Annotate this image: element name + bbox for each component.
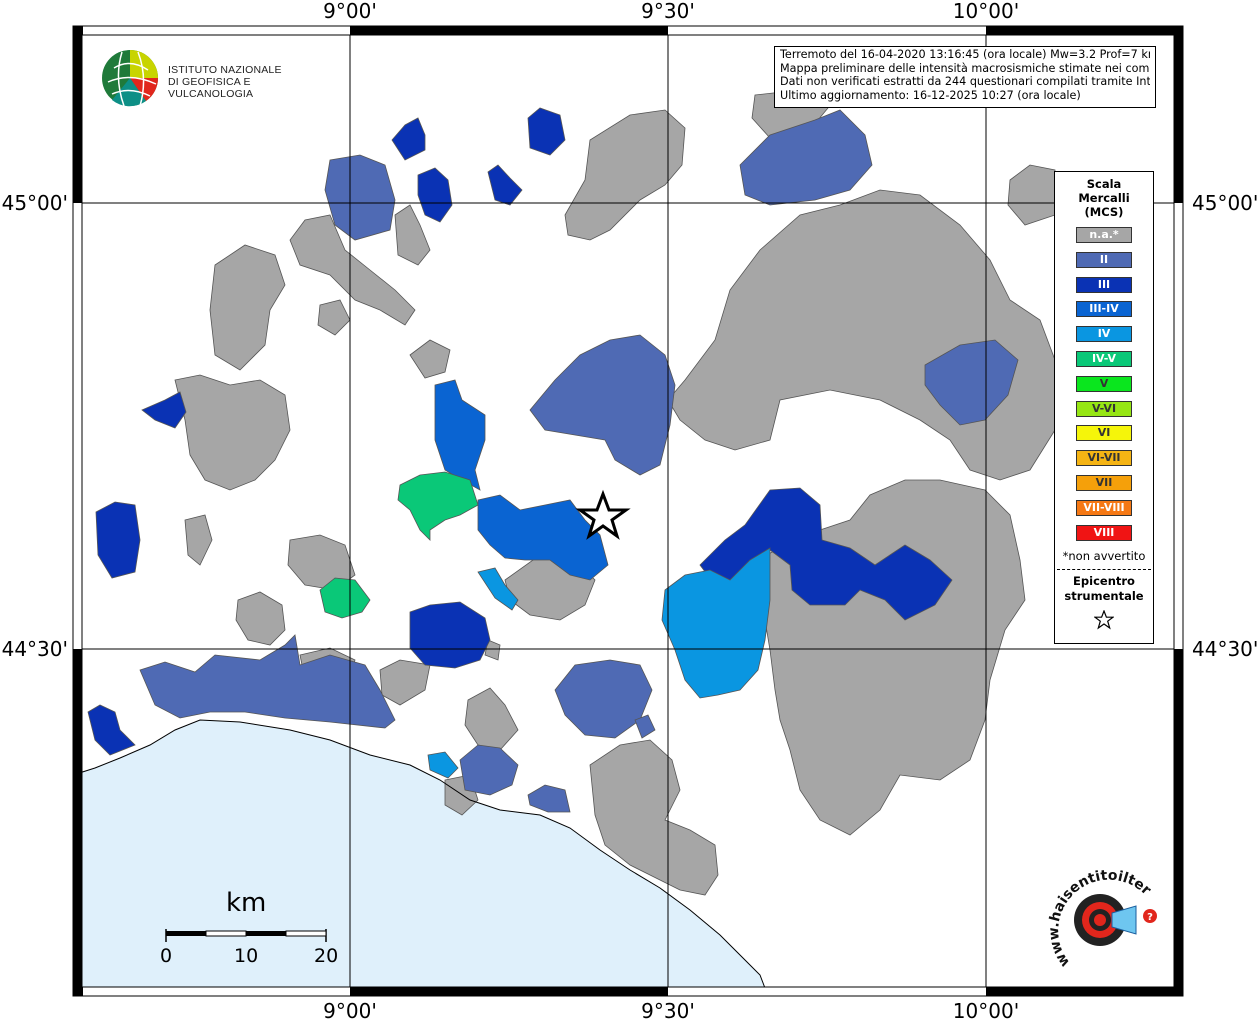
municipality-na [394,204,431,266]
legend-item-III: III [1076,276,1132,293]
legend-item-VII-VIII: VII-VIII [1076,499,1132,516]
event-info-line3: Dati non verificati estratti da 244 ques… [780,75,1150,88]
coastline [72,719,769,997]
legend-item-VI-VII: VI-VII [1076,450,1132,467]
map-frame [72,25,1184,997]
municipality-intensity-III-IV [434,379,486,491]
municipality-na [184,514,213,566]
municipality-intensity-IV [661,547,771,699]
graticule [73,26,1183,996]
lon-label-top-1: 9°30' [641,0,695,23]
legend-items: n.a.* II III III-IV IV IV-V V V-VI VI VI… [1055,227,1153,541]
municipality-intensity-II [324,154,396,241]
lat-label-right-1: 44°30' [1192,637,1257,661]
lon-label-bottom-2: 10°00' [953,999,1019,1023]
legend-star-icon [1055,609,1153,634]
municipality-intensity-II [529,334,676,476]
legend-divider [1057,569,1151,571]
municipality-na [484,639,501,661]
sea-area [73,720,768,996]
municipality-na [409,339,451,379]
legend-epicenter-line1: Epicentro [1073,574,1135,589]
lon-label-bottom-1: 9°30' [641,999,695,1023]
legend-epicenter-label: Epicentro strumentale [1055,574,1153,604]
lon-label-bottom-0: 9°00' [323,999,377,1023]
event-info-line4: Ultimo aggiornamento: 16-12-2025 10:27 (… [780,88,1081,102]
legend-item-VIII: VIII [1076,524,1132,541]
svg-text:?: ? [1147,912,1153,923]
event-info-line1: Terremoto del 16-04-2020 13:16:45 (ora l… [780,48,1150,61]
legend-item-na: n.a.* [1076,227,1132,243]
legend-item-V-VI: V-VI [1076,400,1132,417]
epicenter-star-icon [575,489,631,540]
lat-label-left-1: 44°30' [2,637,68,661]
event-info-line2: Mappa preliminare delle intensità macros… [780,61,1150,75]
municipality-intensity-III [141,391,187,429]
municipality-na [174,374,291,491]
municipality-intensity-IV [427,751,459,779]
municipality-intensity-II [459,744,519,796]
lon-label-top-2: 10°00' [953,0,1019,23]
municipality-na [464,687,519,751]
legend-item-VII: VII [1076,474,1132,491]
municipality-na [317,299,351,336]
legend-title-line2: Mercalli [1078,191,1130,205]
ingv-logo: ISTITUTO NAZIONALE DI GEOFISICA E VULCAN… [100,48,330,110]
legend-item-IV: IV [1076,326,1132,343]
ingv-logo-line2: DI GEOFISICA E VULCANOLOGIA [168,76,254,100]
lat-label-right-0: 45°00' [1192,191,1257,215]
scale-bar-graphic [165,929,327,942]
municipality-intensity-III [95,501,141,579]
municipality-intensity-III [417,167,453,223]
municipality-intensity-IV-V [397,471,479,541]
legend-title: Scala Mercalli (MCS) [1055,177,1153,219]
hst-logo-graphic: www.haisentitoilterremoto.it ? [1033,846,1157,970]
legend-item-II: II [1076,251,1132,268]
ingv-logo-line1: ISTITUTO NAZIONALE [168,64,282,76]
municipality-na [209,244,286,371]
scale-label-20: 20 [314,945,339,967]
municipality-intensity-II [139,634,396,729]
municipality-na [564,109,686,241]
municipality-intensity-III [391,117,426,161]
legend-item-V: V [1076,375,1132,392]
scale-unit: km [226,888,267,918]
scale-label-0: 0 [160,945,173,967]
legend-item-III-IV: III-IV [1076,301,1132,318]
legend-title-line3: (MCS) [1084,205,1124,219]
municipality-intensity-IV-V [319,577,371,619]
municipality-intensity-II [739,109,873,206]
event-info-box: Terremoto del 16-04-2020 13:16:45 (ora l… [774,46,1156,108]
legend-item-IV-V: IV-V [1076,350,1132,367]
municipality-na [589,739,719,896]
municipality-intensity-III [487,164,523,206]
intensity-legend: Scala Mercalli (MCS) n.a.* II III III-IV… [1054,171,1154,644]
municipality-intensity-III-IV [477,494,609,581]
municipality-intensity-III [527,107,566,156]
municipality-intensity-III [87,704,136,756]
municipality-intensity-II [554,659,653,739]
lat-label-left-0: 45°00' [2,191,68,215]
municipality-intensity-II [527,784,571,813]
scale-bar: km 0 10 20 [160,888,340,968]
legend-note: *non avvertito [1062,549,1146,564]
municipality-intensity-II [634,714,656,739]
lon-label-top-0: 9°00' [323,0,377,23]
hst-logo: www.haisentitoilterremoto.it ? [1033,846,1170,988]
municipality-intensity-III [409,601,491,669]
municipality-intensity-II [924,339,1019,426]
municipalities [87,89,1056,896]
legend-item-VI: VI [1076,425,1132,442]
scale-label-10: 10 [234,945,259,967]
legend-epicenter-line2: strumentale [1064,589,1144,604]
legend-title-line1: Scala [1086,177,1122,191]
globe-icon [102,50,158,107]
municipality-na [235,591,286,646]
municipality-na [289,214,416,326]
municipality-intensity-IV [477,567,519,611]
